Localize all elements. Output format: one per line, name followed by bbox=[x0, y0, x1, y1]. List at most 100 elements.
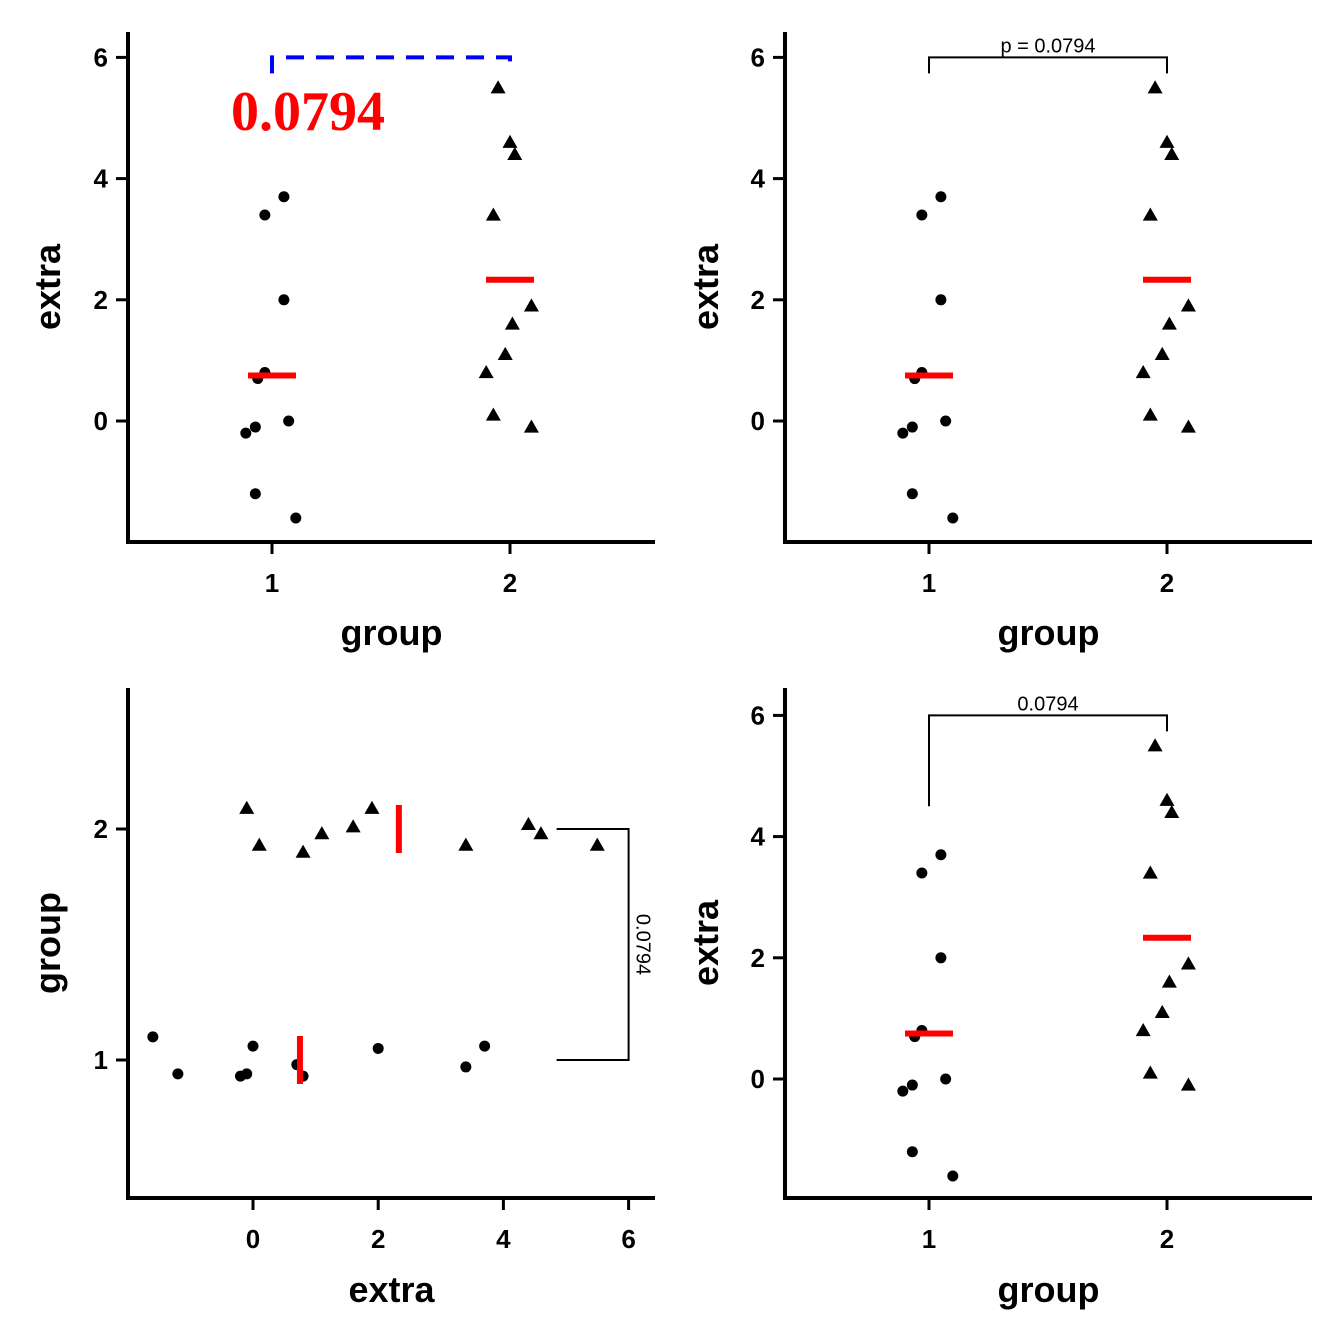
data-point-circle bbox=[897, 1085, 909, 1097]
y-tick-label: 6 bbox=[94, 42, 108, 72]
data-point-triangle bbox=[533, 826, 549, 840]
data-point-circle bbox=[249, 488, 261, 500]
data-point-triangle bbox=[1159, 134, 1175, 148]
data-point-triangle bbox=[1161, 316, 1177, 330]
data-point-triangle bbox=[507, 146, 523, 160]
data-point-triangle bbox=[1142, 865, 1158, 879]
data-point-triangle bbox=[1161, 974, 1177, 988]
data-point-circle bbox=[940, 1073, 952, 1085]
data-point-triangle bbox=[1135, 365, 1151, 379]
y-axis-title: extra bbox=[685, 243, 726, 330]
data-point-triangle bbox=[1154, 1004, 1170, 1018]
data-point-triangle bbox=[1142, 207, 1158, 221]
data-point-triangle bbox=[504, 316, 520, 330]
x-tick-label: 2 bbox=[1160, 1224, 1174, 1254]
significance-bracket bbox=[928, 714, 1168, 807]
data-point-circle bbox=[278, 294, 290, 306]
data-point-circle bbox=[290, 512, 302, 524]
data-point-triangle bbox=[1135, 1023, 1151, 1037]
x-tick-label: 2 bbox=[503, 568, 517, 598]
panel-top-right: 0 2 4 6 1 2 group extra p = 0.0794 bbox=[685, 32, 1312, 653]
x-tick-label: 0 bbox=[246, 1224, 260, 1254]
data-point-triangle bbox=[497, 346, 513, 360]
x-tick-label: 1 bbox=[922, 1224, 936, 1254]
p-value-label: 0.0794 bbox=[1017, 693, 1078, 715]
data-point-triangle bbox=[523, 419, 539, 433]
data-point-circle bbox=[906, 1146, 918, 1158]
data-point-triangle bbox=[520, 816, 536, 831]
data-point-triangle bbox=[1180, 298, 1196, 312]
data-point-circle bbox=[906, 421, 918, 433]
data-point-circle bbox=[372, 1042, 384, 1054]
data-point-triangle bbox=[295, 844, 311, 858]
data-point-circle bbox=[947, 512, 959, 524]
y-tick-label: 0 bbox=[94, 406, 108, 436]
data-point-circle bbox=[940, 415, 952, 427]
y-axis-title: extra bbox=[27, 243, 68, 330]
data-point-circle bbox=[906, 488, 918, 500]
data-point-triangle bbox=[1180, 956, 1196, 970]
y-tick-label: 2 bbox=[751, 943, 765, 973]
data-point-circle bbox=[460, 1061, 472, 1073]
significance-bracket bbox=[270, 55, 512, 74]
data-point-circle bbox=[278, 191, 290, 203]
data-point-triangle bbox=[490, 80, 506, 94]
data-point-circle bbox=[906, 1079, 918, 1091]
data-point-triangle bbox=[1142, 1065, 1158, 1079]
y-tick-label: 4 bbox=[751, 164, 766, 194]
data-point-circle bbox=[947, 1170, 959, 1182]
y-tick-label: 0 bbox=[751, 1064, 765, 1094]
data-point-triangle bbox=[1147, 80, 1163, 94]
x-axis-title: group bbox=[998, 1269, 1100, 1310]
y-tick-label: 4 bbox=[94, 164, 109, 194]
x-axis-title: group bbox=[341, 612, 443, 653]
x-tick-label: 1 bbox=[265, 568, 279, 598]
x-tick-label: 1 bbox=[922, 568, 936, 598]
x-tick-label: 6 bbox=[621, 1224, 635, 1254]
p-value-label: 0.0794 bbox=[231, 81, 385, 143]
data-point-circle bbox=[935, 294, 947, 306]
data-point-triangle bbox=[364, 800, 380, 814]
data-point-triangle bbox=[485, 207, 501, 221]
x-tick-label: 2 bbox=[1160, 568, 1174, 598]
significance-bracket bbox=[556, 828, 630, 1061]
y-tick-label: 2 bbox=[94, 814, 108, 844]
data-point-triangle bbox=[1154, 346, 1170, 360]
y-tick-label: 2 bbox=[94, 285, 108, 315]
data-point-circle bbox=[935, 952, 947, 964]
p-value-label: p = 0.0794 bbox=[1000, 35, 1095, 57]
data-point-triangle bbox=[1159, 792, 1175, 806]
x-tick-label: 2 bbox=[371, 1224, 385, 1254]
y-axis-title: extra bbox=[685, 899, 726, 986]
data-point-triangle bbox=[502, 134, 518, 148]
data-point-circle bbox=[147, 1031, 159, 1043]
data-point-circle bbox=[247, 1040, 259, 1052]
x-axis-title: extra bbox=[348, 1269, 435, 1310]
panel-bottom-left: 0 2 4 6 1 2 extra group 0.0794 bbox=[27, 688, 655, 1310]
panel-top-left: 0 2 4 6 1 2 group extra 0.0794 bbox=[27, 32, 655, 653]
data-point-circle bbox=[897, 427, 909, 439]
y-tick-label: 0 bbox=[751, 406, 765, 436]
data-point-circle bbox=[479, 1040, 491, 1052]
data-point-circle bbox=[259, 209, 271, 221]
data-point-triangle bbox=[1164, 146, 1180, 160]
x-axis-title: group bbox=[998, 612, 1100, 653]
data-point-circle bbox=[172, 1068, 184, 1080]
y-tick-label: 1 bbox=[94, 1045, 108, 1075]
data-point-triangle bbox=[1180, 1077, 1196, 1091]
data-point-triangle bbox=[458, 837, 474, 851]
data-point-triangle bbox=[239, 800, 255, 814]
data-point-triangle bbox=[589, 837, 605, 851]
data-point-triangle bbox=[314, 826, 330, 840]
data-point-circle bbox=[935, 849, 947, 861]
data-point-triangle bbox=[523, 298, 539, 312]
data-point-triangle bbox=[1164, 804, 1180, 818]
data-point-triangle bbox=[1180, 419, 1196, 433]
data-point-circle bbox=[283, 415, 295, 427]
data-point-circle bbox=[916, 867, 928, 879]
data-point-triangle bbox=[478, 365, 494, 379]
data-point-circle bbox=[249, 421, 261, 433]
data-point-triangle bbox=[1147, 738, 1163, 752]
